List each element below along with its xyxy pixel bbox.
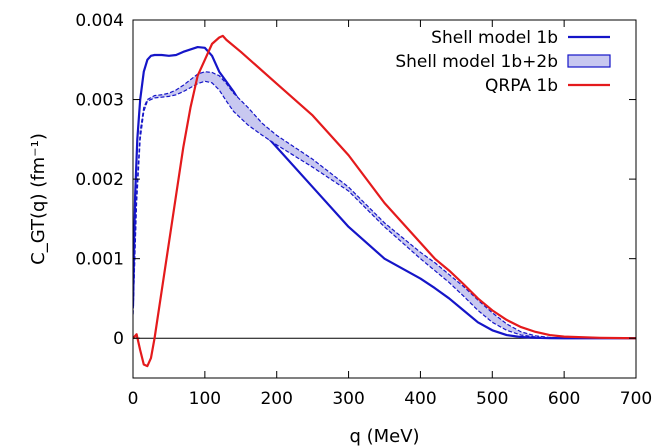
y-tick-label: 0 — [113, 329, 124, 349]
y-tick-label: 0.001 — [75, 250, 124, 270]
series-line-0 — [133, 45, 636, 340]
x-tick-label: 100 — [189, 389, 221, 409]
legend-label: Shell model 1b — [431, 28, 558, 48]
plot-layer — [133, 34, 636, 368]
plot-area — [133, 34, 636, 368]
plot-frame — [132, 19, 637, 379]
axes-layer: 0 100 200 300 400 500 600 700 0 0.001 0.002 0.003 0.… — [75, 11, 652, 409]
x-tick-label: 200 — [260, 389, 292, 409]
x-tick-label: 300 — [332, 389, 364, 409]
x-tick-label: 500 — [476, 389, 508, 409]
y-tick-label: 0.004 — [75, 11, 124, 31]
series-band-upper-edge — [133, 71, 636, 339]
axis-titles: q (MeV) C_GT(q) (fm⁻¹) — [28, 133, 420, 447]
series-band-lower-edge — [133, 80, 636, 339]
x-tick-label: 700 — [620, 389, 652, 409]
x-tick-label: 600 — [548, 389, 580, 409]
y-tick-label: 0.003 — [75, 91, 124, 111]
legend-label: QRPA 1b — [485, 76, 558, 96]
y-tick-label: 0.002 — [75, 170, 124, 190]
legend-swatch-band — [567, 54, 611, 68]
x-tick-label: 0 — [128, 389, 139, 409]
legend: Shell model 1b Shell model 1b+2b QRPA 1b — [395, 28, 611, 96]
y-axis-title: C_GT(q) (fm⁻¹) — [28, 133, 49, 265]
legend-label: Shell model 1b+2b — [395, 52, 558, 72]
x-axis-title: q (MeV) — [349, 426, 419, 447]
series-band-fill — [133, 71, 636, 339]
series-line-2 — [133, 34, 636, 368]
x-tick-label: 400 — [404, 389, 436, 409]
